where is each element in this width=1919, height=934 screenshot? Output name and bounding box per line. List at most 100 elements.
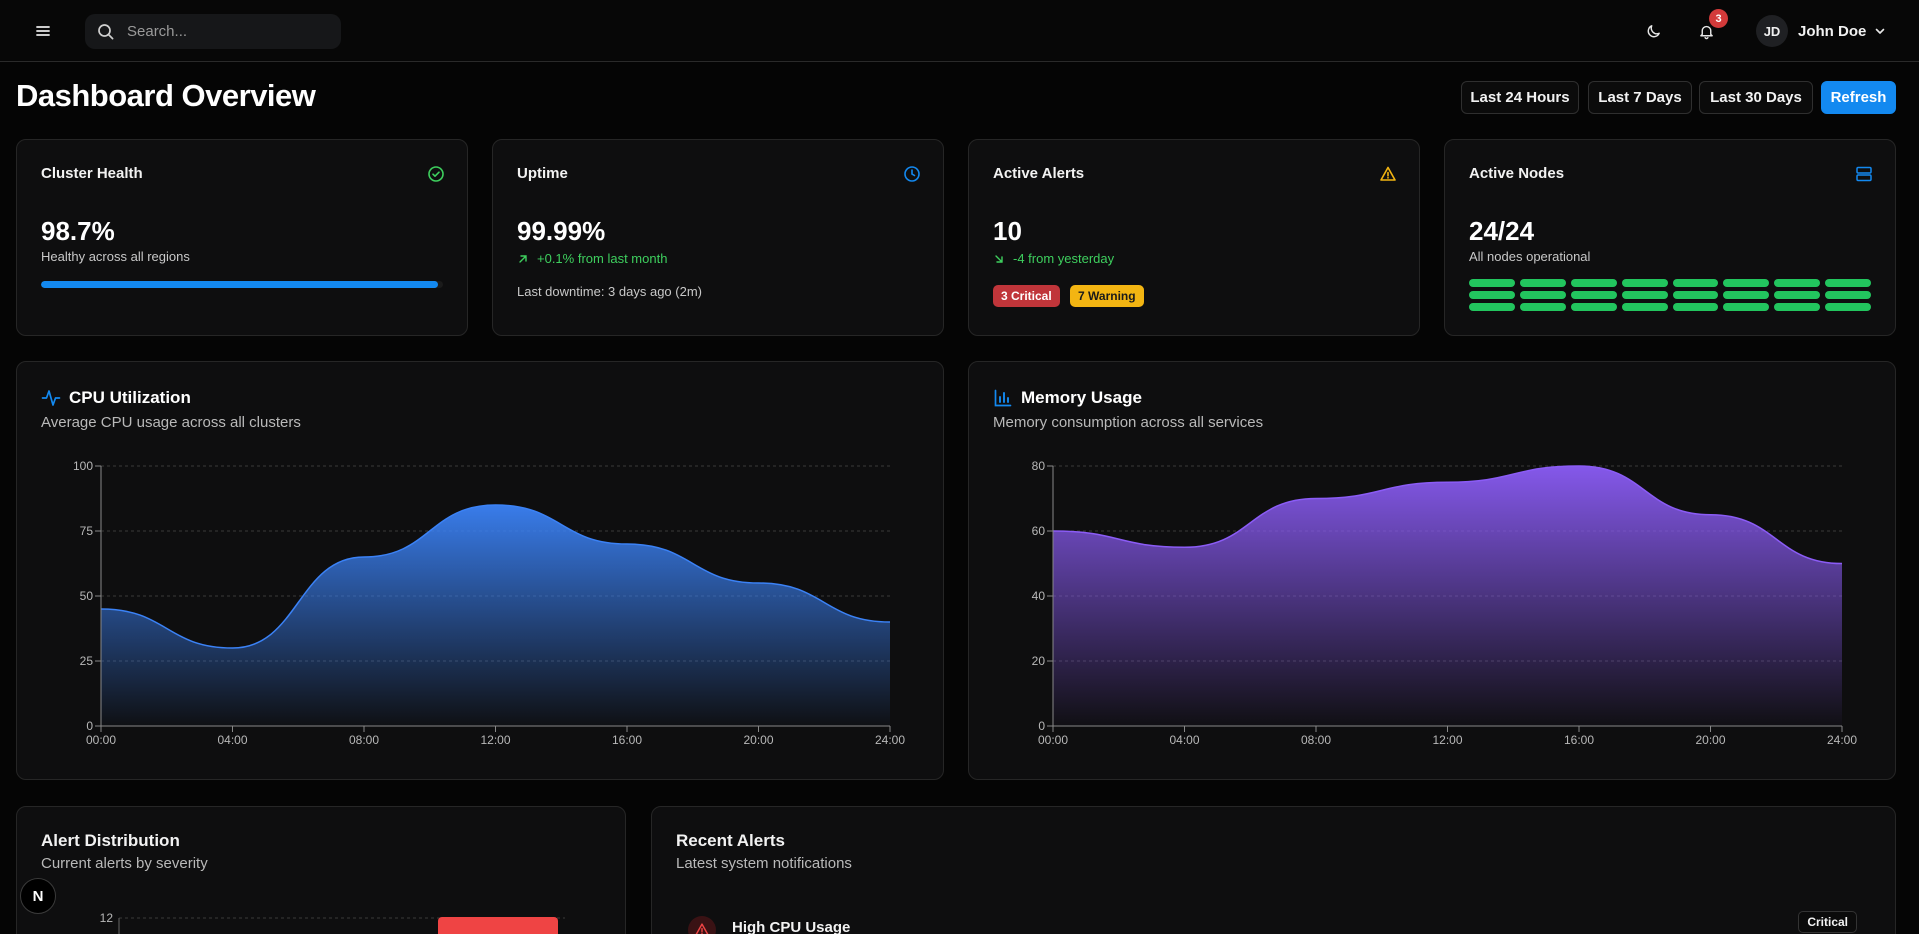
theme-toggle-button[interactable] bbox=[1637, 15, 1669, 47]
stat-value: 98.7% bbox=[41, 216, 115, 246]
chart-title: Memory Usage bbox=[1021, 388, 1142, 407]
node-indicator bbox=[1519, 303, 1566, 311]
range-7d-button[interactable]: Last 7 Days bbox=[1588, 81, 1692, 114]
x-tick-label: 20:00 bbox=[1695, 733, 1725, 747]
range-30d-button[interactable]: Last 30 Days bbox=[1699, 81, 1813, 114]
y-tick-label: 40 bbox=[1032, 589, 1046, 603]
recent-alerts-card: Recent Alerts Latest system notification… bbox=[651, 806, 1896, 934]
trend-text: +0.1% from last month bbox=[537, 251, 668, 266]
card-title: Recent Alerts bbox=[676, 831, 785, 850]
alert-triangle-icon bbox=[695, 923, 709, 934]
refresh-button[interactable]: Refresh bbox=[1821, 81, 1896, 114]
next-logo-button[interactable]: N bbox=[20, 878, 56, 914]
node-indicator bbox=[1570, 303, 1617, 311]
node-indicator bbox=[1570, 279, 1617, 287]
x-tick-label: 20:00 bbox=[743, 733, 773, 747]
node-indicator bbox=[1621, 291, 1668, 299]
moon-icon bbox=[1647, 24, 1660, 37]
page-title: Dashboard Overview bbox=[16, 78, 316, 113]
card-subtitle: Latest system notifications bbox=[676, 855, 852, 872]
x-tick-label: 16:00 bbox=[1564, 733, 1594, 747]
x-tick-label: 12:00 bbox=[1432, 733, 1462, 747]
bar-chart-icon bbox=[994, 389, 1012, 407]
node-indicator bbox=[1469, 279, 1515, 287]
node-indicator bbox=[1825, 279, 1871, 287]
bar-critical bbox=[438, 917, 558, 934]
stat-subtitle: Healthy across all regions bbox=[41, 249, 190, 264]
trend: -4 from yesterday bbox=[993, 251, 1114, 266]
node-indicator bbox=[1774, 303, 1821, 311]
x-tick-label: 12:00 bbox=[480, 733, 510, 747]
card-title: Alert Distribution bbox=[41, 831, 180, 850]
memory-chart: 0 20 40 60 80 00:00 04:00 08:00 12:00 16:00 20:00 2… bbox=[1032, 459, 1858, 747]
x-tick-label: 04:00 bbox=[1169, 733, 1199, 747]
x-tick-label: 08:00 bbox=[1301, 733, 1331, 747]
search-input[interactable] bbox=[127, 23, 327, 40]
card-title: Active Nodes bbox=[1469, 165, 1565, 182]
x-tick-label: 04:00 bbox=[217, 733, 247, 747]
stat-value: 99.99% bbox=[517, 216, 606, 246]
node-indicator bbox=[1723, 303, 1770, 311]
node-indicator bbox=[1621, 279, 1668, 287]
y-tick-label: 80 bbox=[1032, 459, 1046, 473]
search-box bbox=[85, 14, 341, 49]
y-tick-label: 60 bbox=[1032, 524, 1046, 538]
node-indicator bbox=[1774, 279, 1821, 287]
bell-icon bbox=[1699, 25, 1713, 39]
series-line bbox=[1052, 465, 1843, 565]
x-tick-label: 00:00 bbox=[86, 733, 116, 747]
clock-icon bbox=[904, 166, 920, 182]
card-subtitle: Current alerts by severity bbox=[41, 855, 208, 872]
y-tick-label: 20 bbox=[1032, 654, 1046, 668]
stat-value: 24/24 bbox=[1469, 216, 1535, 246]
series-area bbox=[101, 505, 890, 726]
alert-item-title[interactable]: High CPU Usage bbox=[732, 919, 851, 934]
alert-distribution-card: Alert Distribution Current alerts by sev… bbox=[16, 806, 626, 934]
cpu-chart: 0 25 50 75 100 00:00 04:00 08:00 12:00 16:00 20:00… bbox=[73, 459, 905, 747]
avatar: JD bbox=[1756, 15, 1788, 47]
stat-value: 10 bbox=[993, 216, 1022, 246]
x-tick-label: 00:00 bbox=[1038, 733, 1068, 747]
memory-usage-card: Memory Usage Memory consumption across a… bbox=[968, 361, 1896, 780]
notification-count-badge: 3 bbox=[1709, 9, 1728, 28]
uptime-card: Uptime 99.99% +0.1% from last month Last… bbox=[492, 139, 944, 336]
node-indicator bbox=[1774, 291, 1821, 299]
nodes-grid bbox=[1469, 279, 1871, 311]
cpu-utilization-card: CPU Utilization Average CPU usage across… bbox=[16, 361, 944, 780]
y-tick-label: 25 bbox=[80, 654, 94, 668]
x-tick-label: 24:00 bbox=[1827, 733, 1857, 747]
stat-subtitle: All nodes operational bbox=[1469, 249, 1591, 264]
y-tick-label: 100 bbox=[73, 459, 93, 473]
node-indicator bbox=[1621, 303, 1668, 311]
node-indicator bbox=[1469, 291, 1515, 299]
user-name: John Doe bbox=[1798, 22, 1867, 40]
user-menu[interactable]: JD John Doe bbox=[1756, 13, 1886, 49]
active-alerts-card: Active Alerts 10 -4 from yesterday 3 Cri… bbox=[968, 139, 1420, 336]
y-tick-label: 75 bbox=[80, 524, 94, 538]
card-title: Active Alerts bbox=[993, 165, 1085, 182]
node-indicator bbox=[1672, 303, 1719, 311]
arrow-down-right-icon bbox=[995, 254, 1003, 263]
critical-badge: 3 Critical bbox=[993, 285, 1060, 307]
x-tick-label: 08:00 bbox=[349, 733, 379, 747]
alert-triangle-icon bbox=[1380, 166, 1396, 181]
notifications-button[interactable] bbox=[1690, 15, 1722, 47]
node-indicator bbox=[1519, 291, 1566, 299]
activity-icon bbox=[41, 390, 61, 406]
x-tick-label: 24:00 bbox=[875, 733, 905, 747]
warning-badge: 7 Warning bbox=[1070, 285, 1144, 307]
server-icon bbox=[1856, 166, 1872, 182]
cluster-health-card: Cluster Health 98.7% Healthy across all … bbox=[16, 139, 468, 336]
range-24h-button[interactable]: Last 24 Hours bbox=[1461, 81, 1579, 114]
check-circle-icon bbox=[428, 166, 444, 182]
menu-icon[interactable] bbox=[30, 19, 56, 43]
search-icon bbox=[98, 23, 114, 39]
series-area bbox=[1053, 466, 1842, 726]
series-line bbox=[100, 504, 891, 649]
progress-fill bbox=[41, 281, 438, 288]
severity-badge: Critical bbox=[1798, 911, 1857, 933]
trend: +0.1% from last month bbox=[517, 251, 667, 266]
card-title: Cluster Health bbox=[41, 165, 143, 182]
y-tick-label: 0 bbox=[86, 719, 93, 733]
y-tick-label: 12 bbox=[100, 911, 114, 925]
